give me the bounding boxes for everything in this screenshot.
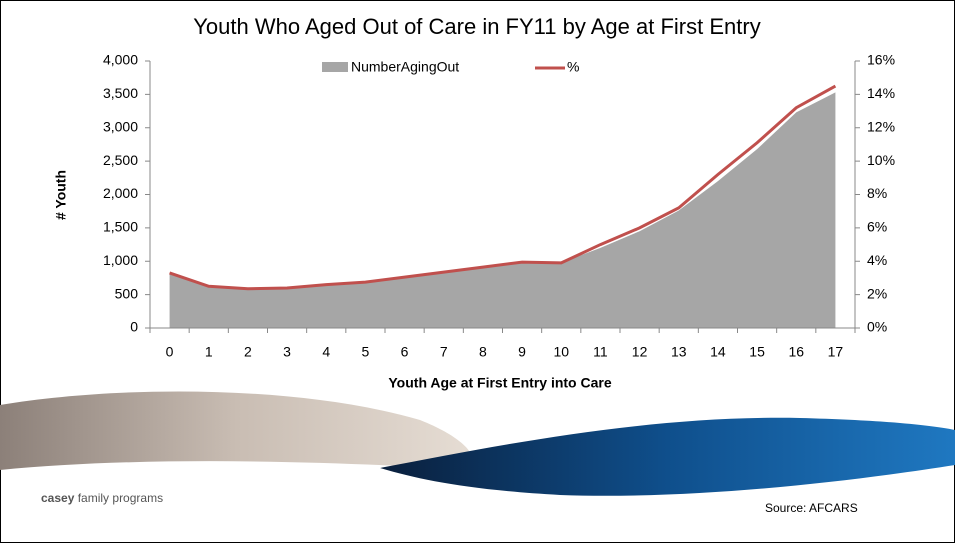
x-tick-label: 8 (479, 344, 487, 360)
y2-tick-label: 14% (867, 85, 895, 101)
x-tick-label: 12 (632, 344, 648, 360)
y2-tick-label: 6% (867, 219, 887, 235)
y2-tick-label: 10% (867, 152, 895, 168)
y-tick-label: 1,500 (103, 219, 138, 235)
legend-label: % (567, 59, 579, 75)
y-tick-label: 1,000 (103, 252, 138, 268)
logo-rest: family programs (78, 491, 163, 505)
chart-title: Youth Who Aged Out of Care in FY11 by Ag… (193, 14, 760, 39)
legend-swatch (322, 62, 348, 72)
y-tick-label: 3,000 (103, 118, 138, 134)
x-tick-label: 0 (166, 344, 174, 360)
y-tick-label: 3,500 (103, 85, 138, 101)
source: Source: AFCARS (765, 501, 858, 515)
y-tick-label: 2,000 (103, 185, 138, 201)
x-tick-label: 9 (518, 344, 526, 360)
x-tick-label: 16 (788, 344, 804, 360)
y2-tick-label: 12% (867, 118, 895, 134)
x-tick-label: 4 (322, 344, 330, 360)
x-tick-label: 15 (749, 344, 765, 360)
x-tick-label: 10 (553, 344, 569, 360)
x-tick-label: 14 (710, 344, 726, 360)
y-tick-label: 500 (115, 285, 139, 301)
logo-bold: casey (41, 491, 75, 505)
x-tick-label: 2 (244, 344, 252, 360)
x-axis-title: Youth Age at First Entry into Care (388, 375, 611, 391)
x-tick-label: 11 (593, 344, 608, 360)
decor-wave (380, 417, 955, 496)
y-tick-label: 4,000 (103, 52, 138, 68)
decor-wave (0, 391, 474, 470)
y-tick-label: 2,500 (103, 152, 138, 168)
area (169, 92, 836, 328)
x-tick-label: 3 (283, 344, 291, 360)
line (169, 84, 837, 291)
y2-tick-label: 16% (867, 52, 895, 68)
legend-label: NumberAgingOut (351, 59, 459, 75)
x-tick-label: 17 (828, 344, 844, 360)
x-tick-label: 13 (671, 344, 687, 360)
y2-tick-label: 4% (867, 252, 887, 268)
x-tick-label: 7 (440, 344, 448, 360)
x-tick-label: 5 (362, 344, 370, 360)
y2-tick-label: 8% (867, 185, 887, 201)
x-tick-label: 1 (205, 344, 213, 360)
x-tick-label: 6 (401, 344, 409, 360)
y2-tick-label: 0% (867, 319, 887, 335)
logo: casey family programs (41, 491, 163, 505)
y-axis-title: # Youth (53, 170, 69, 220)
y-tick-label: 0 (130, 319, 138, 335)
y2-tick-label: 2% (867, 285, 887, 301)
